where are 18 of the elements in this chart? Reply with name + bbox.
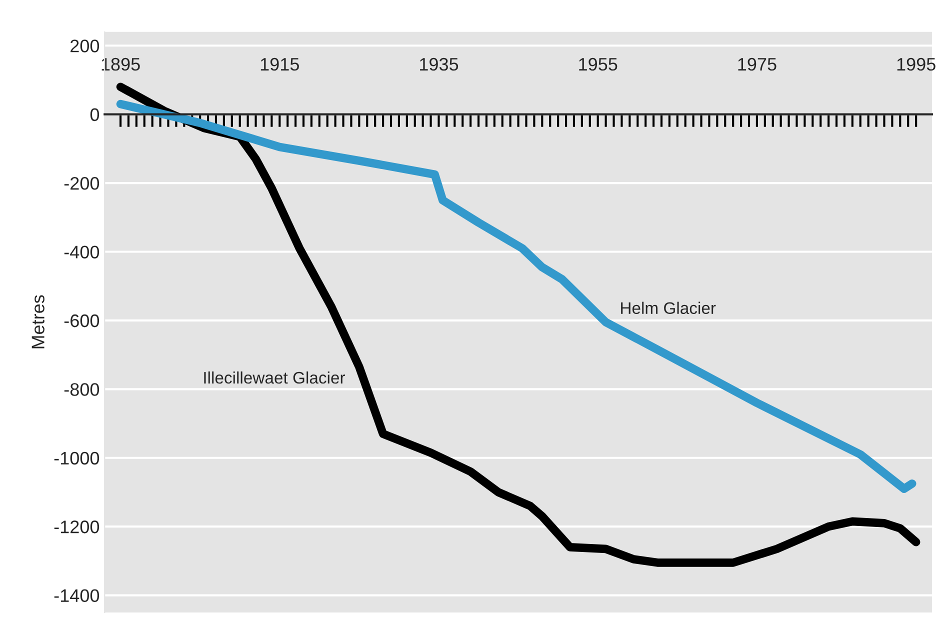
x-tick-label: 1975 bbox=[738, 58, 776, 71]
x-tick-label: 1895 bbox=[102, 58, 140, 71]
y-tick-label: -1000 bbox=[54, 452, 100, 465]
y-tick-label: -1200 bbox=[54, 520, 100, 534]
y-tick-label: -1400 bbox=[54, 589, 100, 602]
x-tick-label: 1915 bbox=[260, 58, 299, 71]
y-tick-label: -800 bbox=[64, 383, 100, 396]
x-tick-label: 1995 bbox=[897, 58, 936, 71]
y-tick-label: -200 bbox=[64, 176, 100, 190]
y-tick-label: -600 bbox=[64, 314, 100, 328]
y-axis-title: Metres bbox=[32, 295, 44, 348]
y-tick-label: -400 bbox=[64, 246, 100, 258]
y-tick-label: 200 bbox=[70, 40, 100, 52]
x-tick-label: 1935 bbox=[420, 58, 458, 71]
x-tick-label: 1955 bbox=[579, 58, 618, 71]
series-label: Helm Glacier bbox=[621, 302, 716, 314]
y-tick-label: 0 bbox=[90, 108, 100, 122]
series-label: Illecillewaet Glacier bbox=[204, 371, 346, 384]
